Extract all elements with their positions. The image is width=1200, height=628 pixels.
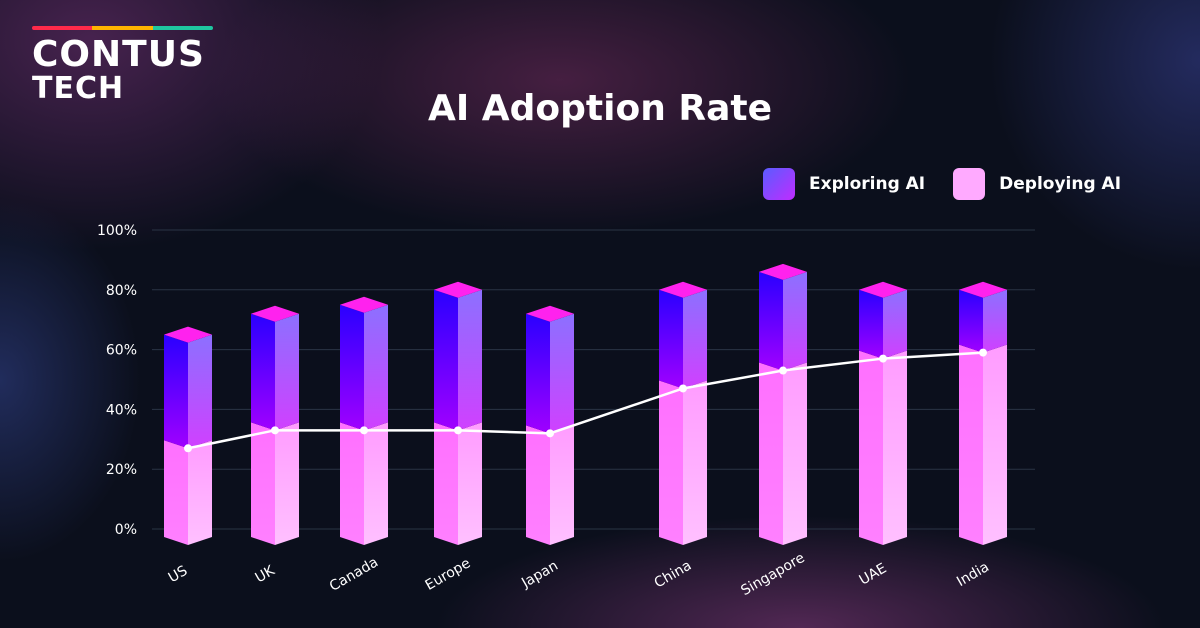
trend-point <box>546 429 554 438</box>
bar-top-face <box>859 281 907 298</box>
x-tick-label: India <box>954 559 992 590</box>
bar-deploying-right-face <box>550 425 574 545</box>
bar-exploring-left-face <box>859 289 883 359</box>
bar-exploring-right-face <box>188 334 212 449</box>
trend-point <box>454 426 462 435</box>
bar-us <box>164 326 212 545</box>
bar-exploring-right-face <box>883 289 907 359</box>
logo-line1: CONTUS <box>32 34 205 75</box>
bar-exploring-left-face <box>340 304 364 431</box>
logo-stripe <box>32 26 213 30</box>
bar-deploying-left-face <box>859 350 883 545</box>
legend-swatch-exploring <box>763 168 795 200</box>
bar-top-face <box>340 296 388 313</box>
bar-deploying-left-face <box>340 422 364 545</box>
x-tick-label: Singapore <box>738 550 807 599</box>
x-tick-label: US <box>166 563 191 586</box>
bar-deploying-right-face <box>275 422 299 545</box>
bar-europe <box>434 281 482 545</box>
bar-exploring-right-face <box>783 271 807 371</box>
x-tick-label: Japan <box>518 558 561 592</box>
bar-top-face <box>434 281 482 298</box>
legend-swatch-deploying <box>953 168 986 200</box>
bar-singapore <box>759 263 807 545</box>
trend-point <box>679 384 687 393</box>
bar-top-face <box>164 326 212 343</box>
bar-exploring-left-face <box>659 289 683 389</box>
bar-deploying-left-face <box>959 344 983 545</box>
x-tick-label: UK <box>253 562 279 586</box>
bar-top-face <box>526 305 574 322</box>
bar-deploying-left-face <box>659 380 683 545</box>
legend-item-exploring: Exploring AI <box>763 168 925 200</box>
bar-deploying-left-face <box>164 440 188 545</box>
legend: Exploring AI Deploying AI <box>763 168 1135 200</box>
y-tick-label: 80% <box>106 283 137 299</box>
bar-exploring-right-face <box>364 304 388 431</box>
bar-exploring-left-face <box>434 289 458 431</box>
trend-point <box>360 426 368 435</box>
x-tick-label: China <box>652 558 695 592</box>
legend-label-deploying: Deploying AI <box>999 174 1122 194</box>
y-tick-label: 40% <box>106 402 137 418</box>
bar-exploring-left-face <box>526 313 550 434</box>
bar-deploying-right-face <box>188 440 212 545</box>
bar-japan <box>526 305 574 545</box>
bar-deploying-right-face <box>783 362 807 545</box>
bar-deploying-right-face <box>458 422 482 545</box>
bar-deploying-right-face <box>883 350 907 545</box>
bar-deploying-left-face <box>251 422 275 545</box>
bar-china <box>659 281 707 545</box>
bar-exploring-right-face <box>983 289 1007 353</box>
bar-deploying-right-face <box>683 380 707 545</box>
bar-exploring-left-face <box>959 289 983 353</box>
bar-exploring-left-face <box>164 334 188 449</box>
y-tick-label: 60% <box>106 343 137 359</box>
bar-exploring-right-face <box>275 313 299 431</box>
trend-point <box>979 348 987 357</box>
bar-top-face <box>659 281 707 298</box>
legend-label-exploring: Exploring AI <box>809 174 926 194</box>
bar-india <box>959 281 1007 545</box>
brand-logo: CONTUS TECH <box>32 26 213 106</box>
trend-point <box>184 444 192 453</box>
y-tick-label: 20% <box>106 462 137 478</box>
bar-deploying-left-face <box>434 422 458 545</box>
trend-point <box>879 354 887 363</box>
bar-deploying-right-face <box>364 422 388 545</box>
legend-item-deploying: Deploying AI <box>953 168 1121 200</box>
bar-exploring-right-face <box>683 289 707 389</box>
bar-exploring-left-face <box>759 271 783 371</box>
x-tick-label: Canada <box>327 554 381 594</box>
bar-deploying-right-face <box>983 344 1007 545</box>
y-tick-label: 0% <box>115 522 137 538</box>
bar-deploying-left-face <box>526 425 550 545</box>
bar-top-face <box>759 263 807 280</box>
bar-exploring-right-face <box>550 313 574 434</box>
bar-top-face <box>251 305 299 322</box>
chart-title: AI Adoption Rate <box>427 88 772 129</box>
bar-exploring-left-face <box>251 313 275 431</box>
bar-deploying-left-face <box>759 362 783 545</box>
logo-line2: TECH <box>32 71 125 106</box>
y-tick-label: 100% <box>97 223 137 239</box>
x-tick-label: UAE <box>857 560 890 588</box>
bar-canada <box>340 296 388 545</box>
bar-uk <box>251 305 299 545</box>
bar-uae <box>859 281 907 545</box>
bar-exploring-right-face <box>458 289 482 431</box>
x-tick-label: Europe <box>423 555 474 593</box>
trend-point <box>779 366 787 375</box>
trend-point <box>271 426 279 435</box>
bar-top-face <box>959 281 1007 298</box>
